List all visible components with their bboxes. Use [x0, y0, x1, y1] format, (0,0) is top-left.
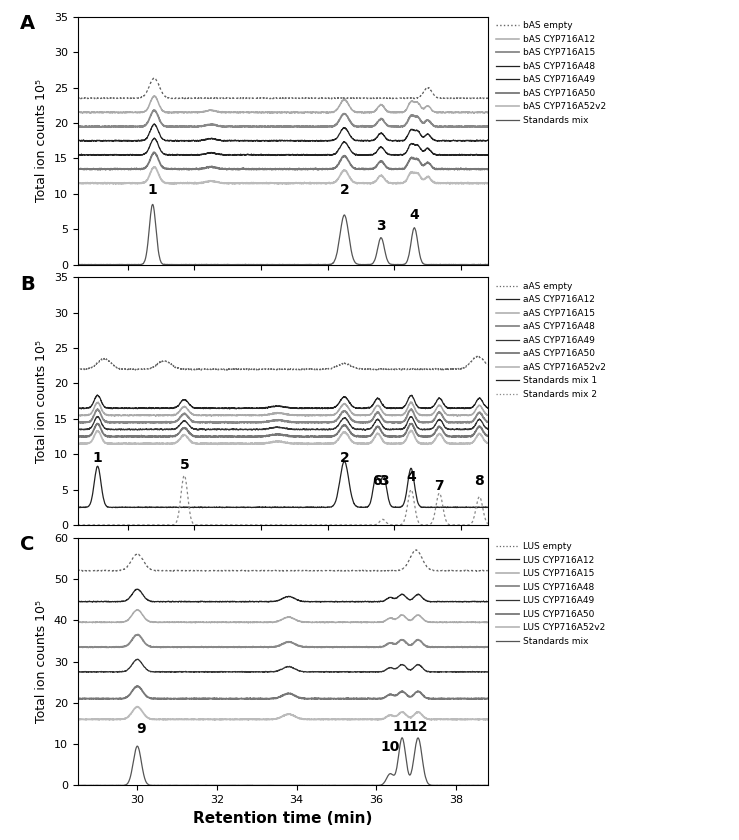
Text: 2: 2 [339, 451, 350, 465]
X-axis label: Retention time (min): Retention time (min) [193, 811, 372, 826]
Text: 6: 6 [372, 475, 381, 488]
Y-axis label: Total ion counts 10⁵: Total ion counts 10⁵ [35, 79, 48, 202]
Text: 1: 1 [92, 451, 103, 465]
Y-axis label: Total ion counts 10⁵: Total ion counts 10⁵ [35, 339, 48, 463]
Text: 10: 10 [381, 740, 400, 754]
Text: 3: 3 [379, 475, 389, 488]
Text: C: C [20, 535, 35, 554]
Text: 2: 2 [339, 183, 350, 197]
Text: 1: 1 [148, 183, 157, 197]
Text: B: B [20, 275, 35, 294]
Text: 4: 4 [406, 470, 416, 484]
Text: 7: 7 [435, 479, 444, 493]
Legend: LUS empty, LUS CYP716A12, LUS CYP716A15, LUS CYP716A48, LUS CYP716A49, LUS CYP71: LUS empty, LUS CYP716A12, LUS CYP716A15,… [497, 542, 606, 646]
Text: 12: 12 [409, 720, 428, 734]
Text: A: A [20, 14, 35, 34]
Text: 11: 11 [392, 720, 412, 734]
Legend: bAS empty, bAS CYP716A12, bAS CYP716A15, bAS CYP716A48, bAS CYP716A49, bAS CYP71: bAS empty, bAS CYP716A12, bAS CYP716A15,… [497, 21, 607, 125]
Legend: aAS empty, aAS CYP716A12, aAS CYP716A15, aAS CYP716A48, aAS CYP716A49, aAS CYP71: aAS empty, aAS CYP716A12, aAS CYP716A15,… [497, 281, 606, 399]
Text: 3: 3 [376, 218, 386, 233]
Y-axis label: Total ion counts 10⁵: Total ion counts 10⁵ [35, 600, 48, 723]
Text: 9: 9 [137, 722, 146, 736]
Text: 5: 5 [180, 458, 189, 472]
Text: 8: 8 [474, 475, 484, 488]
Text: 4: 4 [409, 208, 419, 222]
